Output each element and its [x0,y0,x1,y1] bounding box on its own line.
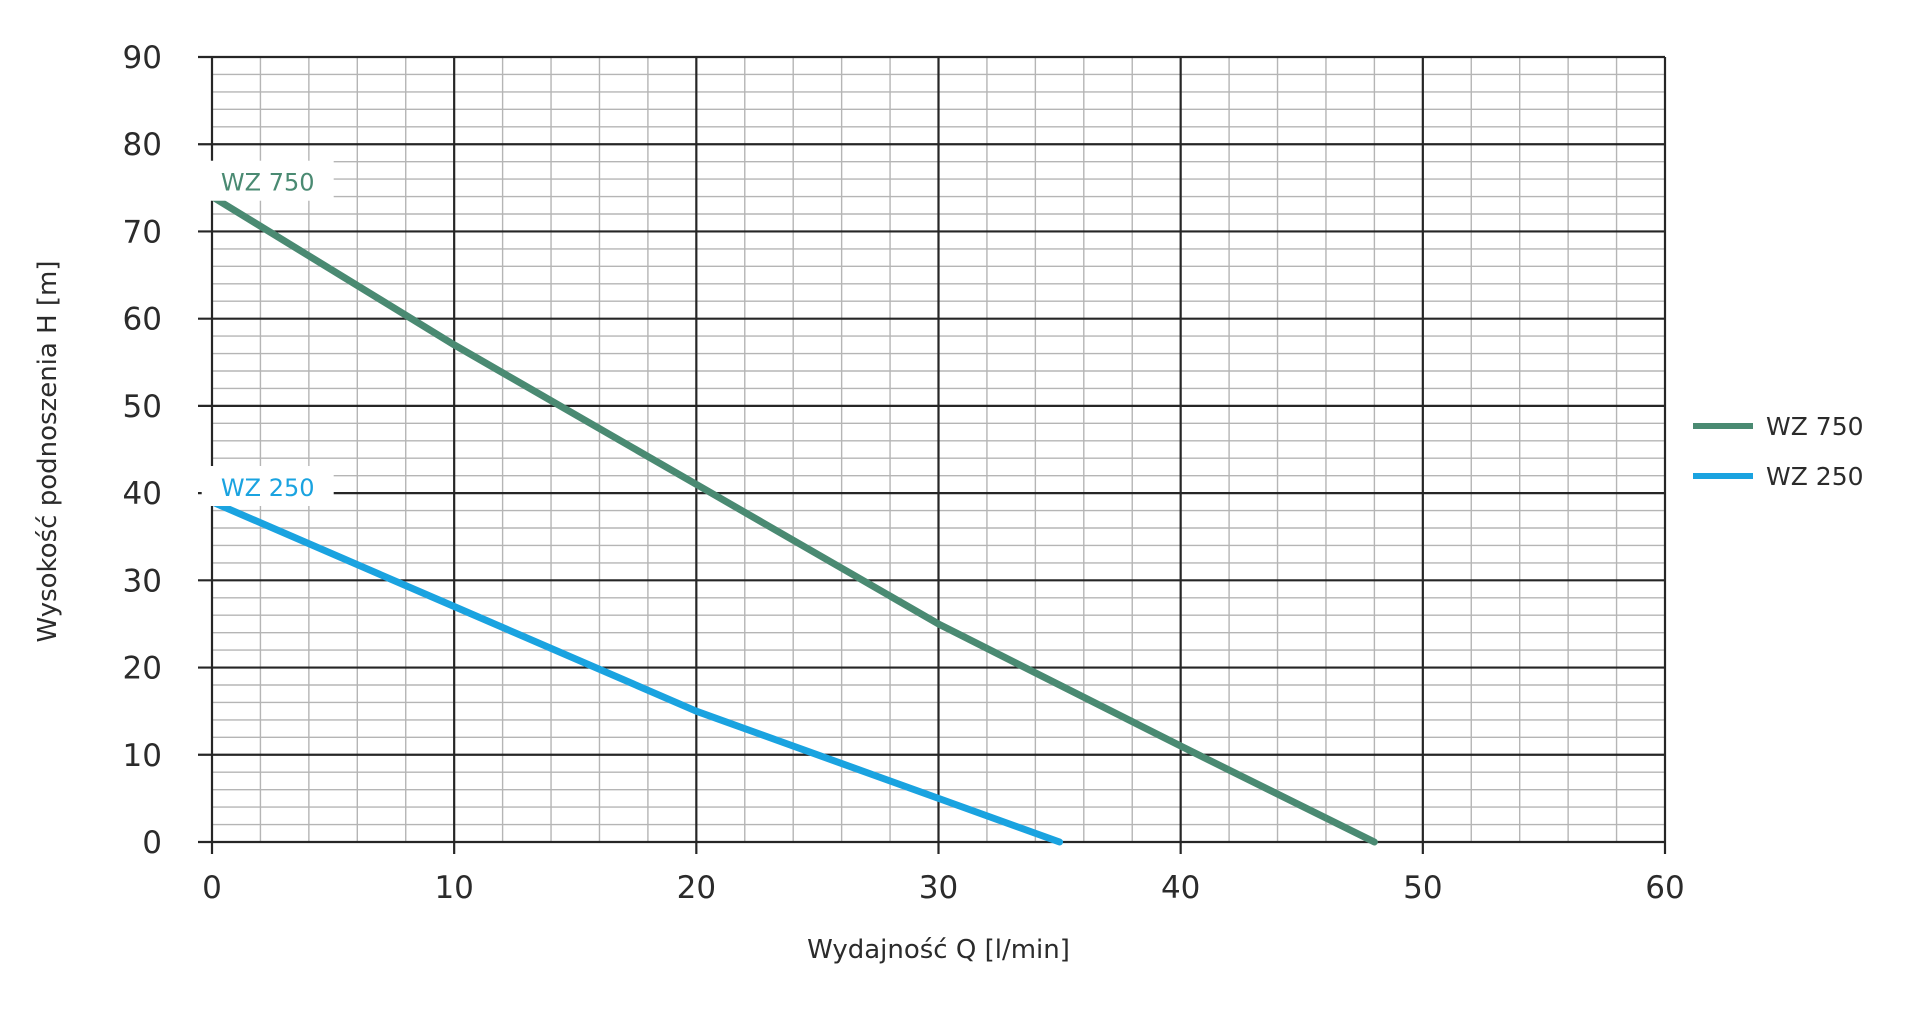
curve-labels: WZ 750 WZ 250 [201,160,334,507]
x-tick-label: 20 [677,870,716,906]
x-tick-label: 40 [1161,870,1200,906]
series-lines [208,193,1378,846]
major-grid [198,55,1667,854]
y-tick-label: 20 [123,651,162,687]
y-tick-label: 70 [123,214,162,250]
curve-label-background [201,160,334,201]
y-tick-label: 40 [123,476,162,512]
legend-label: WZ 750 [1766,412,1864,441]
x-axis-ticks: 0 10 20 30 40 50 60 [202,870,1685,906]
curve-label-wz-250: WZ 250 [221,474,315,502]
y-tick-label: 10 [123,738,162,774]
legend-label: WZ 250 [1766,462,1864,491]
legend: WZ 750 WZ 250 [1693,412,1864,491]
series-line-wz-250 [208,498,1064,846]
curve-label-background [201,466,334,507]
y-tick-label: 30 [123,563,162,599]
y-tick-label: 60 [123,302,162,338]
curve-label-wz-750: WZ 750 [221,169,315,197]
x-tick-label: 50 [1403,870,1442,906]
y-tick-label: 90 [123,40,162,76]
y-axis-ticks: 0 10 20 30 40 50 60 70 80 90 [123,40,162,861]
x-tick-label: 30 [919,870,958,906]
y-axis-title: Wysokość podnoszenia H [m] [33,260,63,642]
y-tick-label: 80 [123,127,162,163]
x-tick-label: 0 [202,870,222,906]
x-tick-label: 60 [1645,870,1684,906]
y-tick-label: 0 [142,825,162,861]
series-line-wz-750 [208,193,1378,846]
x-tick-label: 10 [434,870,473,906]
x-axis-title: Wydajność Q [l/min] [807,935,1070,965]
y-tick-label: 50 [123,389,162,425]
